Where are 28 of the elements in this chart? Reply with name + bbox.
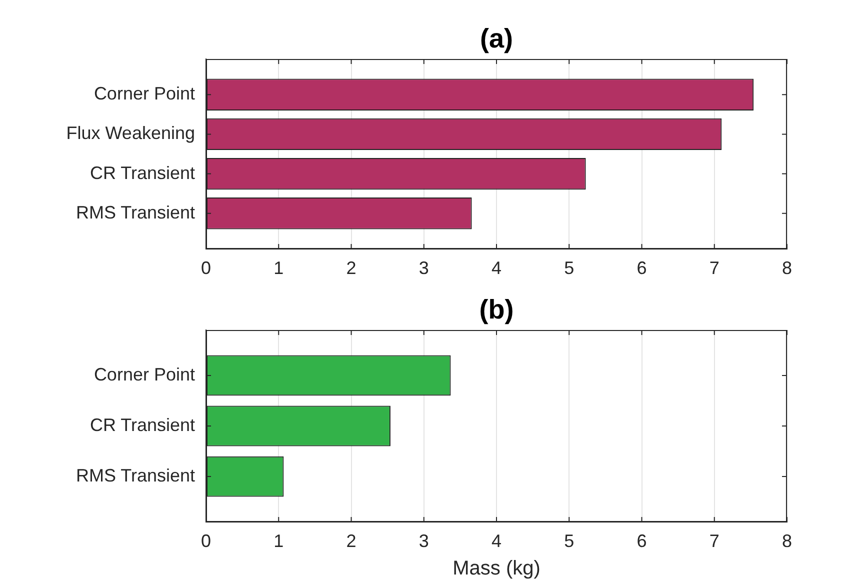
chart-title: (a) xyxy=(480,23,513,54)
x-tick-label: 6 xyxy=(636,258,647,278)
y-tick-label: RMS Transient xyxy=(76,465,195,486)
y-tick-label: Flux Weakening xyxy=(66,123,195,144)
x-tick-label: 7 xyxy=(709,258,720,278)
x-tick-label: 7 xyxy=(709,530,720,551)
x-tick-label: 3 xyxy=(418,530,429,551)
x-tick-label: 5 xyxy=(564,258,574,278)
x-tick-label: 0 xyxy=(200,258,212,278)
y-tick-label: Corner Point xyxy=(94,364,195,384)
y-tick-label: CR Transient xyxy=(90,162,195,183)
x-tick-label: 4 xyxy=(491,258,502,278)
x-tick-label: 6 xyxy=(636,530,647,551)
x-tick-label: 3 xyxy=(418,258,429,278)
x-tick-label: 1 xyxy=(274,530,284,551)
y-tick-label: Corner Point xyxy=(94,84,195,104)
y-tick-label: RMS Transient xyxy=(76,202,195,222)
y-tick-label: CR Transient xyxy=(90,414,195,435)
x-tick-label: 8 xyxy=(782,258,792,278)
chart-title: (b) xyxy=(479,294,514,324)
x-tick-label: 5 xyxy=(564,530,574,551)
x-axis-title: Mass (kg) xyxy=(452,558,540,580)
x-tick-label: 1 xyxy=(274,258,284,278)
x-tick-label: 2 xyxy=(346,258,356,278)
x-tick-label: 4 xyxy=(491,530,502,551)
x-tick-label: 2 xyxy=(346,530,356,551)
x-tick-label: 8 xyxy=(782,530,792,551)
x-tick-label: 0 xyxy=(200,530,212,551)
